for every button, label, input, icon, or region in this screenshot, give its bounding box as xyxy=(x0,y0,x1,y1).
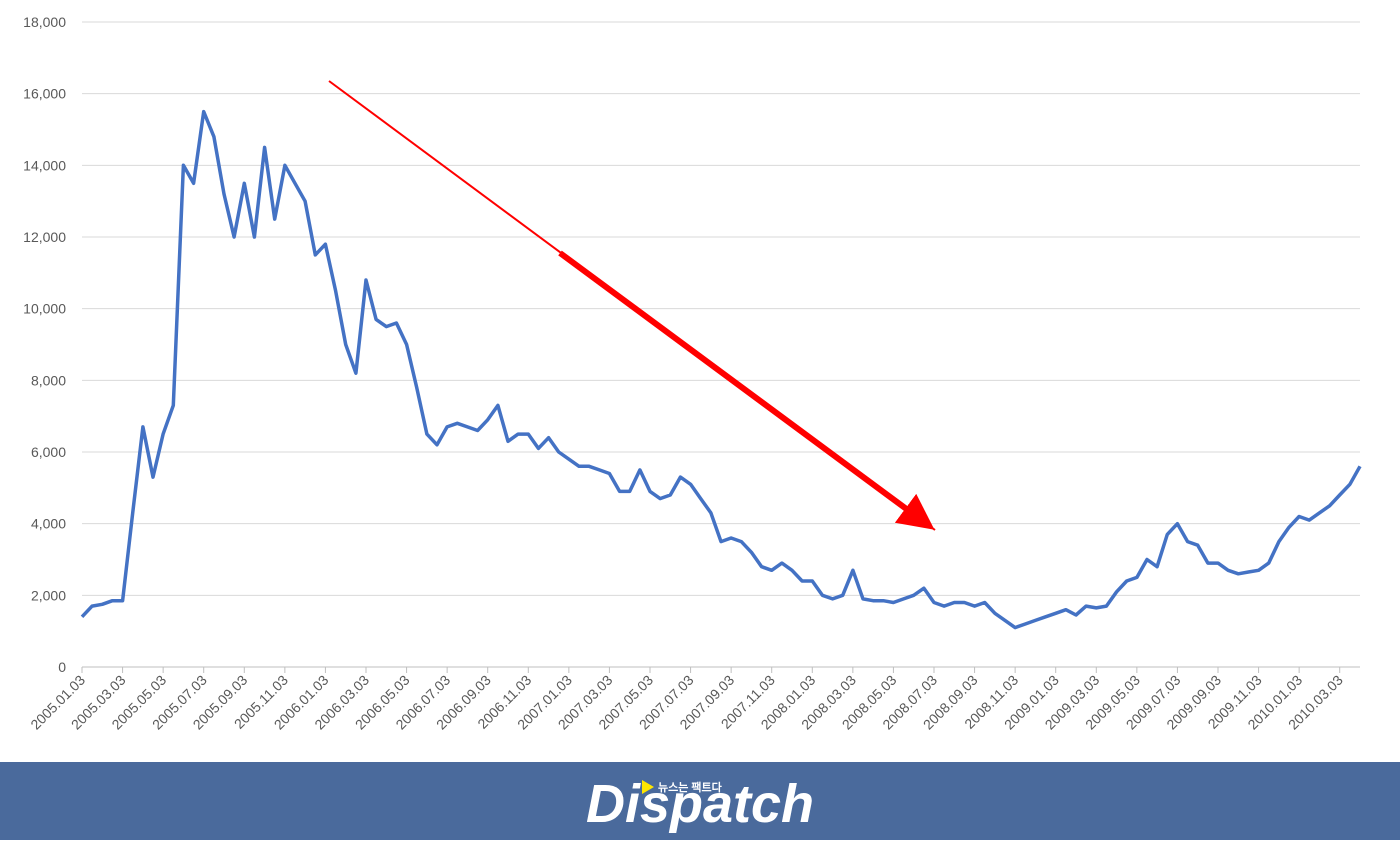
data-line xyxy=(80,109,1362,630)
y-tick-label: 16,000 xyxy=(23,86,66,102)
plot-area: 0 2,000 4,000 6,000 8,000 10,000 12,000 14,000 1… xyxy=(23,14,1362,733)
y-tick-label: 2,000 xyxy=(31,587,66,603)
trend-arrow xyxy=(558,250,935,530)
y-tick-label: 4,000 xyxy=(31,516,66,532)
y-tick-label: 12,000 xyxy=(23,229,66,245)
y-tick-label: 10,000 xyxy=(23,301,66,317)
y-tick-label: 0 xyxy=(58,659,66,675)
y-tick-label: 6,000 xyxy=(31,444,66,460)
y-tick-label: 8,000 xyxy=(31,372,66,388)
banner-logo: Dispatch xyxy=(586,774,814,834)
banner xyxy=(0,762,1400,840)
y-tick-label: 14,000 xyxy=(23,157,66,173)
banner-tagline: 뉴스는 팩트다 xyxy=(658,780,723,794)
logo-triangle xyxy=(642,780,654,794)
y-tick-label: 18,000 xyxy=(23,14,66,30)
